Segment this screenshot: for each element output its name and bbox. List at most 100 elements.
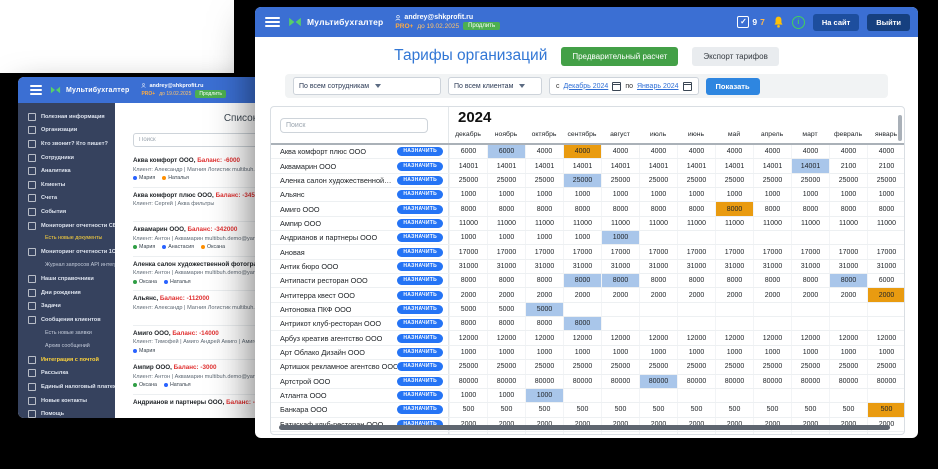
sidebar-subitem[interactable]: Есть новые документы — [45, 235, 103, 242]
tag-dot-icon — [133, 348, 137, 353]
tariff-cell — [867, 317, 904, 331]
user-block[interactable]: andrey@shkprofit.ru PRO+ до 19.02.2025 Про… — [141, 83, 226, 98]
sidebar-item-help[interactable]: Помощь — [18, 407, 115, 418]
tariff-cell: 8000 — [449, 202, 487, 216]
export-tariffs-button[interactable]: Экспорт тарифов — [692, 46, 779, 66]
table-row: Банкара ООО НАЗНАЧИТЬ 500 500 500 500 500 500 50… — [271, 403, 904, 418]
org-list-item[interactable]: Андрианов и партнеры ООО, Баланс: -100 — [133, 395, 427, 419]
assign-button[interactable]: НАЗНАЧИТЬ — [397, 218, 443, 228]
sidebar-subitem[interactable]: Архив сообщений — [45, 342, 90, 349]
assign-button[interactable]: НАЗНАЧИТЬ — [397, 247, 443, 257]
assign-button[interactable]: НАЗНАЧИТЬ — [397, 319, 443, 329]
tariff-cell: 500 — [487, 403, 525, 417]
vertical-scrollbar[interactable] — [898, 115, 902, 141]
sidebar-subitem[interactable]: Есть новые заявки — [45, 329, 92, 336]
tariff-cell: 1000 — [487, 188, 525, 202]
renew-button[interactable]: Продлить — [195, 89, 226, 98]
assign-button[interactable]: НАЗНАЧИТЬ — [397, 405, 443, 415]
assign-button[interactable]: НАЗНАЧИТЬ — [397, 304, 443, 314]
tasks-counter[interactable]: ✓ 9 7 — [737, 16, 765, 28]
tariff-cell: 8000 — [563, 317, 601, 331]
assign-button[interactable]: НАЗНАЧИТЬ — [397, 391, 443, 401]
tariff-cell: 8000 — [677, 274, 715, 288]
assign-button[interactable]: НАЗНАЧИТЬ — [397, 347, 443, 357]
employee-tag: Оксана — [133, 382, 157, 388]
user-block[interactable]: andrey@shkprofit.ru PRO+ до 19.02.2025 Про… — [395, 14, 501, 30]
employees-select[interactable]: По всем сотрудникам — [293, 77, 441, 95]
sidebar-item-monitoring-sbis[interactable]: Мониторинг отчетности СБИС — [18, 219, 115, 233]
assign-button[interactable]: НАЗНАЧИТЬ — [397, 204, 443, 214]
month-header: август — [610, 131, 630, 138]
tariff-cell: 17000 — [487, 245, 525, 259]
assign-button[interactable]: НАЗНАЧИТЬ — [397, 261, 443, 271]
tariff-cell: 4000 — [753, 145, 791, 159]
horizontal-scrollbar[interactable] — [279, 425, 890, 430]
tariff-cell: 2000 — [601, 288, 639, 302]
tag-label: Наталья — [169, 382, 191, 388]
renew-button[interactable]: Продлить — [463, 22, 501, 30]
sidebar-item-tax-payment[interactable]: Единый налоговый платеж — [18, 380, 115, 394]
sidebar-item-new-contacts[interactable]: Новые контакты — [18, 394, 115, 408]
sidebar-item-monitoring-1c[interactable]: Мониторинг отчетности 1С — [18, 246, 115, 260]
tariff-cell: 25000 — [601, 173, 639, 188]
sidebar-item-organizations[interactable]: Организации — [18, 124, 115, 138]
sidebar-item-useful-info[interactable]: Полезная информация — [18, 110, 115, 124]
sidebar-item-invoices[interactable]: Счета — [18, 192, 115, 206]
sidebar-subitem[interactable]: Журнал запросов API интеграции — [45, 262, 115, 269]
tariff-cell: 1000 — [867, 345, 904, 360]
sidebar-item-who-calls[interactable]: Кто звонит? Кто пишет? — [18, 137, 115, 151]
logout-button[interactable]: Выйти — [867, 13, 910, 31]
preliminary-calc-button[interactable]: Предварительный расчет — [561, 46, 679, 66]
tariff-cell: 80000 — [753, 374, 791, 388]
table-row: Антоновка ПКФ ООО НАЗНАЧИТЬ 5000 5000 5000 — [271, 302, 904, 318]
sidebar-item-references[interactable]: Наши справочники — [18, 272, 115, 286]
assign-button[interactable]: НАЗНАЧИТЬ — [397, 333, 443, 343]
bell-icon[interactable] — [773, 16, 784, 28]
tariff-cell: 31000 — [525, 259, 563, 274]
sidebar-item-client-messages[interactable]: Сообщения клиентов — [18, 313, 115, 327]
tariff-cell: 25000 — [791, 173, 829, 188]
assign-button[interactable]: НАЗНАЧИТЬ — [397, 362, 443, 372]
clients-icon — [28, 180, 36, 189]
calendar-icon[interactable] — [682, 81, 692, 91]
calendar-icon[interactable] — [612, 81, 622, 91]
tariff-cell: 8000 — [563, 274, 601, 288]
assign-button[interactable]: НАЗНАЧИТЬ — [397, 147, 443, 157]
assign-button[interactable]: НАЗНАЧИТЬ — [397, 190, 443, 200]
sidebar-item-mail-integration[interactable]: Интеграция с почтой — [18, 353, 115, 367]
from-date-value[interactable]: Декабрь 2024 — [563, 82, 609, 90]
show-button[interactable]: Показать — [705, 77, 760, 95]
assign-button[interactable]: НАЗНАЧИТЬ — [397, 376, 443, 386]
tariff-cell: 1000 — [487, 388, 525, 403]
clients-select[interactable]: По всем клиентам — [448, 77, 542, 95]
tariff-cell — [791, 302, 829, 317]
org-name-cell: Арбуз креатив агентство ООО НАЗНАЧИТЬ — [271, 331, 449, 345]
menu-hamburger-icon[interactable] — [265, 17, 280, 27]
sidebar-item-newsletter[interactable]: Рассылка — [18, 367, 115, 381]
sidebar-item-clients[interactable]: Клиенты — [18, 178, 115, 192]
info-icon[interactable]: i — [791, 15, 805, 29]
to-site-button[interactable]: На сайт — [812, 13, 860, 31]
tariff-cell: 6000 — [449, 431, 487, 434]
assign-button[interactable]: НАЗНАЧИТЬ — [397, 175, 443, 185]
tariff-cell: 1000 — [791, 188, 829, 202]
assign-button[interactable]: НАЗНАЧИТЬ — [397, 419, 443, 429]
tariff-search-input[interactable] — [280, 118, 428, 133]
tag-label: Наталья — [168, 175, 189, 181]
sidebar-item-employees[interactable]: Сотрудники — [18, 151, 115, 165]
sidebar-item-analytics[interactable]: Аналитика — [18, 164, 115, 178]
sidebar-item-tasks[interactable]: Задачи — [18, 300, 115, 314]
assign-button[interactable]: НАЗНАЧИТЬ — [397, 161, 443, 171]
assign-button[interactable]: НАЗНАЧИТЬ — [397, 434, 443, 435]
to-date-value[interactable]: Январь 2024 — [637, 82, 679, 90]
menu-hamburger-icon[interactable] — [30, 85, 42, 95]
assign-button[interactable]: НАЗНАЧИТЬ — [397, 233, 443, 243]
assign-button[interactable]: НАЗНАЧИТЬ — [397, 276, 443, 286]
tariff-cell — [677, 231, 715, 245]
tariff-cell: 1000 — [449, 345, 487, 360]
tariff-cell: 8000 — [639, 202, 677, 216]
sidebar-item-birthdays[interactable]: Дни рождения — [18, 286, 115, 300]
assign-button[interactable]: НАЗНАЧИТЬ — [397, 290, 443, 300]
sidebar-item-events[interactable]: События — [18, 205, 115, 219]
tariff-cell: 1000 — [563, 345, 601, 360]
